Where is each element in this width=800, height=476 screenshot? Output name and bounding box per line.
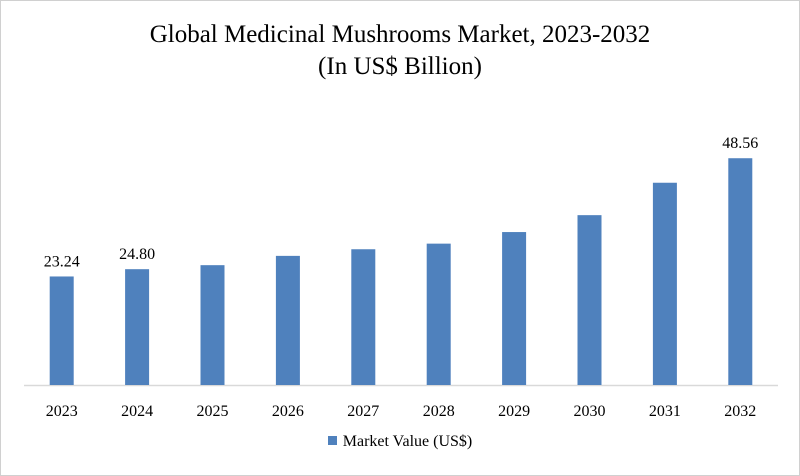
bar-2023	[49, 276, 74, 385]
x-tick-label: 2026	[272, 403, 304, 420]
x-tick-label: 2024	[121, 403, 153, 420]
x-tick-label: 2029	[498, 403, 530, 420]
bar-2027	[351, 249, 376, 385]
legend: Market Value (US$)	[1, 433, 799, 451]
bar-2025	[200, 265, 225, 385]
x-tick-label: 2023	[46, 403, 78, 420]
chart-subtitle: (In US$ Billion)	[318, 53, 482, 80]
bar-2028	[426, 243, 451, 385]
x-tick-label: 2031	[649, 403, 681, 420]
x-tick-label: 2032	[724, 403, 756, 420]
x-tick-label: 2028	[423, 403, 455, 420]
bar-2030	[577, 215, 602, 385]
bar-2031	[652, 182, 677, 385]
bar-2029	[502, 232, 527, 385]
data-label: 24.80	[119, 246, 155, 263]
data-label: 48.56	[722, 135, 758, 152]
chart-title: Global Medicinal Mushrooms Market, 2023-…	[149, 21, 651, 48]
bar-2032	[728, 158, 753, 385]
legend-label: Market Value (US$)	[342, 433, 473, 450]
bar-2024	[125, 269, 150, 385]
x-tick-label: 2027	[347, 403, 379, 420]
x-tick-label: 2030	[574, 403, 606, 420]
data-label: 23.24	[44, 253, 80, 270]
x-tick-label: 2025	[197, 403, 229, 420]
bar-2026	[275, 255, 300, 385]
legend-swatch	[327, 436, 337, 445]
